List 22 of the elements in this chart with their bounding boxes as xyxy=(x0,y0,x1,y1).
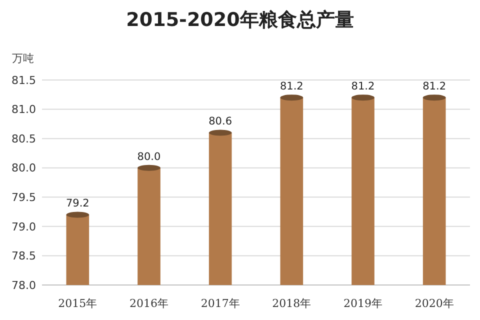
x-tick-label: 2018年 xyxy=(272,297,312,310)
data-label: 81.2 xyxy=(351,80,375,93)
x-tick-label: 2015年 xyxy=(58,297,98,310)
y-axis-title: 万吨 xyxy=(12,52,34,65)
x-tick-label: 2017年 xyxy=(200,297,240,310)
x-tick-label: 2019年 xyxy=(344,297,382,310)
data-label: 81.2 xyxy=(280,80,304,93)
data-label: 79.2 xyxy=(66,198,90,210)
y-tick-label: 78.0 xyxy=(12,278,36,292)
y-tick-label: 79.0 xyxy=(12,220,36,234)
chart-title: 2015-2020年粮食总产量 xyxy=(126,9,354,31)
y-tick-label: 79.5 xyxy=(12,190,36,204)
data-label: 81.2 xyxy=(422,80,446,93)
y-tick-label: 80.5 xyxy=(12,132,36,146)
data-label: 80.0 xyxy=(137,150,161,163)
y-tick-label: 81.5 xyxy=(12,74,36,87)
y-tick-label: 78.5 xyxy=(12,250,36,263)
y-tick-label: 81.0 xyxy=(12,103,36,116)
y-tick-label: 80.0 xyxy=(12,162,36,175)
x-tick-label: 2016年 xyxy=(130,297,168,310)
x-tick-label: 2020年 xyxy=(414,297,454,310)
data-label: 80.6 xyxy=(208,116,232,128)
